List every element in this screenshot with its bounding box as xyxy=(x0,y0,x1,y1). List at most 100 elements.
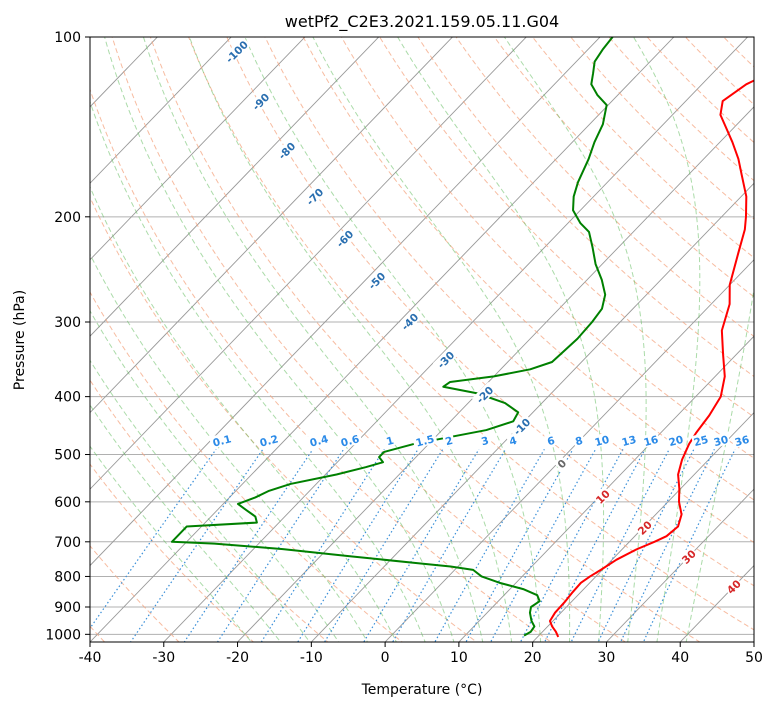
y-axis-label: Pressure (hPa) xyxy=(12,290,28,390)
y-axis-ticks: 100 200 300 400 500 600 700 800 900 1000 xyxy=(45,30,90,643)
mixing-ratio-label: 0.4 xyxy=(309,433,330,449)
dry-adiabat-line xyxy=(379,37,754,418)
x-tick-label: -10 xyxy=(300,650,323,666)
mixing-ratio-line xyxy=(297,448,419,642)
mixing-ratio-label-bg xyxy=(305,431,332,449)
mixing-ratio-label: 6 xyxy=(546,435,556,448)
mixing-ratio-label: 10 xyxy=(594,434,611,449)
dry-adiabat-line xyxy=(90,196,478,642)
mixing-ratio-label-group: 1.5 xyxy=(411,431,438,450)
y-tick-label: 500 xyxy=(54,448,81,464)
mixing-ratio-label: 8 xyxy=(574,435,584,448)
mixing-ratio-label: 0.6 xyxy=(340,433,361,449)
mixing-ratio-line xyxy=(465,448,574,642)
mixing-ratio-label-bg xyxy=(255,431,282,449)
isotherm-line xyxy=(90,37,601,567)
mixing-ratio-label: 25 xyxy=(693,434,710,449)
mixing-ratio-label-group: 0.1 xyxy=(208,431,235,450)
mixing-ratio-label: 4 xyxy=(508,435,518,448)
mixing-ratio-line xyxy=(619,449,715,642)
y-tick-label: 300 xyxy=(54,315,81,331)
moist-adiabat-line xyxy=(312,37,571,642)
isotherm-line xyxy=(458,335,754,642)
moist-adiabat-line xyxy=(188,37,513,642)
temperature-line xyxy=(548,79,754,638)
dry-adiabat-line xyxy=(417,37,754,378)
dry-adiabat-label-bg xyxy=(247,88,273,114)
mixing-ratio-line xyxy=(434,448,545,642)
dry-adiabat-label-bg xyxy=(678,546,699,567)
mixing-ratio-line xyxy=(323,448,444,642)
isotherm-line xyxy=(90,37,675,642)
mixing-ratio-label-group: 1 xyxy=(383,432,397,448)
x-tick-label: 10 xyxy=(450,650,468,666)
dry-adiabat-line xyxy=(90,88,552,642)
isotherm-line xyxy=(90,37,454,414)
mixing-ratio-label-bg xyxy=(666,432,686,449)
moist-adiabat-line xyxy=(90,359,311,642)
dry-adiabat-label-bg xyxy=(301,183,327,209)
mixing-ratio-label-group: 13 xyxy=(619,432,639,449)
isotherm-line xyxy=(90,37,380,337)
isotherm-line xyxy=(90,37,306,261)
dry-adiabat-label-bg xyxy=(508,413,534,439)
moist-adiabat-line xyxy=(397,37,605,642)
mixing-ratio-line xyxy=(543,448,646,642)
y-tick-label: 600 xyxy=(54,495,81,511)
dry-adiabat-label-bg xyxy=(273,137,299,163)
isotherm-line xyxy=(532,411,754,642)
dry-adiabat-label-group: 0 xyxy=(553,455,570,472)
chart-title: wetPf2_C2E3.2021.159.05.11.G04 xyxy=(285,12,559,32)
mixing-ratio-label-bg xyxy=(208,431,235,449)
y-tick-label: 1000 xyxy=(45,627,81,643)
mixing-ratio-label-bg xyxy=(411,431,438,449)
y-tick-label: 800 xyxy=(54,569,81,585)
y-tick-label: 200 xyxy=(54,210,81,226)
moist-adiabat-line xyxy=(90,309,340,642)
dry-adiabat-label-bg xyxy=(592,486,613,507)
isotherm-line xyxy=(384,259,754,642)
x-tick-label: 50 xyxy=(745,650,763,666)
mixing-ratio-label-group: 10 xyxy=(592,432,612,449)
dry-adiabat-line xyxy=(90,291,404,642)
dry-adiabat-line xyxy=(90,463,255,642)
mixing-ratio-label-group: 16 xyxy=(641,432,661,449)
dry-adiabat-line xyxy=(149,37,701,642)
dewpoint-line xyxy=(170,37,614,637)
plot-frame xyxy=(89,36,755,643)
mixing-ratio-label-group: 3 xyxy=(478,432,492,448)
mixing-ratio-label-bg xyxy=(506,432,520,448)
isotherm-line xyxy=(236,106,754,642)
moist-adiabat-line xyxy=(685,285,754,642)
y-tick-label: 100 xyxy=(54,30,81,46)
mixing-ratio-label: 36 xyxy=(734,434,751,449)
isotherm-line xyxy=(163,37,749,642)
moist-adiabat-line xyxy=(633,37,701,642)
mixing-ratio-line xyxy=(183,448,314,642)
mixing-ratio-label-bg xyxy=(691,432,711,449)
mixing-ratio-label-bg xyxy=(336,431,363,449)
mixing-ratio-label-group: 8 xyxy=(572,432,586,448)
mixing-ratio-label-bg xyxy=(383,432,397,448)
mixing-ratio-label-bg xyxy=(641,432,661,449)
dry-adiabat-label-bg xyxy=(432,346,458,372)
x-tick-label: -40 xyxy=(79,650,102,666)
profile-lines xyxy=(170,37,754,638)
mixing-ratio-line xyxy=(391,448,507,642)
mixing-ratio-label-bg xyxy=(442,432,456,448)
mixing-ratio-label-bg xyxy=(572,432,586,448)
mixing-ratio-label-bg xyxy=(478,432,492,448)
dry-adiabat-label-bg xyxy=(331,225,357,251)
mixing-ratio-label: 20 xyxy=(668,434,685,449)
mixing-ratio-label-group: 0.6 xyxy=(336,431,363,450)
adiabat-labels: -100-90-80-70-60-50-40-30-20-10010203040… xyxy=(208,36,752,597)
x-tick-label: 20 xyxy=(524,650,542,666)
mixing-ratio-label-group: 2 xyxy=(442,432,456,448)
dry-adiabat-line xyxy=(111,37,627,642)
moist-adiabat-line xyxy=(104,37,455,642)
dry-adiabat-label-bg xyxy=(363,267,389,293)
mixing-ratio-label-bg xyxy=(619,432,639,449)
dry-adiabat-line xyxy=(226,37,754,587)
